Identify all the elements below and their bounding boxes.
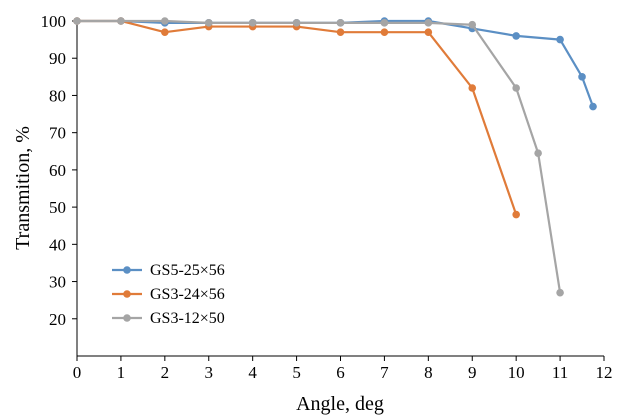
x-tick-label: 2 bbox=[161, 363, 170, 382]
data-point bbox=[73, 17, 81, 25]
y-tick-label: 50 bbox=[49, 198, 66, 217]
y-tick-label: 20 bbox=[49, 310, 66, 329]
legend-label: GS3-24×56 bbox=[150, 286, 225, 303]
data-point bbox=[556, 35, 564, 44]
legend-label: GS5-25×56 bbox=[150, 262, 225, 279]
data-point bbox=[468, 84, 477, 92]
data-point bbox=[424, 28, 433, 36]
data-point bbox=[248, 19, 257, 27]
x-tick-label: 7 bbox=[380, 363, 389, 382]
y-tick-label: 40 bbox=[49, 235, 66, 254]
x-tick-label: 3 bbox=[205, 363, 214, 382]
x-tick-label: 8 bbox=[424, 363, 433, 382]
y-axis-title: Transmition, % bbox=[12, 126, 34, 250]
x-tick-label: 0 bbox=[73, 363, 82, 382]
x-tick-label: 5 bbox=[292, 363, 301, 382]
data-point bbox=[336, 19, 345, 27]
legend: GS5-25×56 GS3-24×56 GS3-12×50 bbox=[112, 262, 225, 327]
data-point bbox=[424, 19, 433, 27]
legend-marker bbox=[123, 290, 131, 298]
data-point bbox=[578, 73, 586, 81]
y-tick-label: 60 bbox=[49, 161, 66, 180]
data-point bbox=[380, 28, 389, 36]
data-point bbox=[556, 288, 564, 297]
x-tick-label: 6 bbox=[336, 363, 345, 382]
x-tick-label: 1 bbox=[117, 363, 126, 382]
data-point bbox=[512, 84, 520, 92]
x-tick-label: 4 bbox=[248, 363, 257, 382]
series-line-2 bbox=[77, 19, 518, 215]
x-tick-label: 10 bbox=[508, 363, 525, 382]
data-point bbox=[336, 28, 345, 36]
y-axis-ticks: 20 30 40 50 60 70 80 90 100 bbox=[41, 12, 77, 329]
data-point bbox=[468, 20, 477, 29]
data-point bbox=[512, 32, 520, 40]
y-tick-label: 70 bbox=[49, 124, 66, 143]
data-point bbox=[161, 17, 169, 25]
series-layer bbox=[73, 17, 597, 297]
data-point bbox=[380, 19, 389, 27]
x-tick-label: 12 bbox=[596, 363, 613, 382]
series-line-3 bbox=[77, 19, 562, 293]
data-point bbox=[204, 19, 213, 27]
x-axis-ticks: 0 1 2 3 4 5 6 7 8 9 10 11 12 bbox=[73, 356, 613, 382]
y-tick-label: 100 bbox=[41, 12, 67, 31]
x-axis-title: Angle, deg bbox=[296, 393, 384, 415]
x-tick-label: 9 bbox=[468, 363, 477, 382]
data-point bbox=[512, 210, 520, 219]
y-tick-label: 30 bbox=[49, 273, 66, 292]
x-tick-label: 11 bbox=[552, 363, 568, 382]
y-tick-label: 80 bbox=[49, 86, 66, 105]
data-point bbox=[161, 28, 169, 36]
y-tick-label: 90 bbox=[49, 49, 66, 68]
data-point bbox=[534, 149, 542, 157]
legend-label: GS3-12×50 bbox=[150, 310, 225, 327]
data-point bbox=[117, 17, 125, 25]
legend-marker bbox=[123, 314, 131, 322]
data-point bbox=[589, 102, 597, 111]
legend-marker bbox=[123, 266, 131, 274]
data-point bbox=[292, 19, 301, 27]
